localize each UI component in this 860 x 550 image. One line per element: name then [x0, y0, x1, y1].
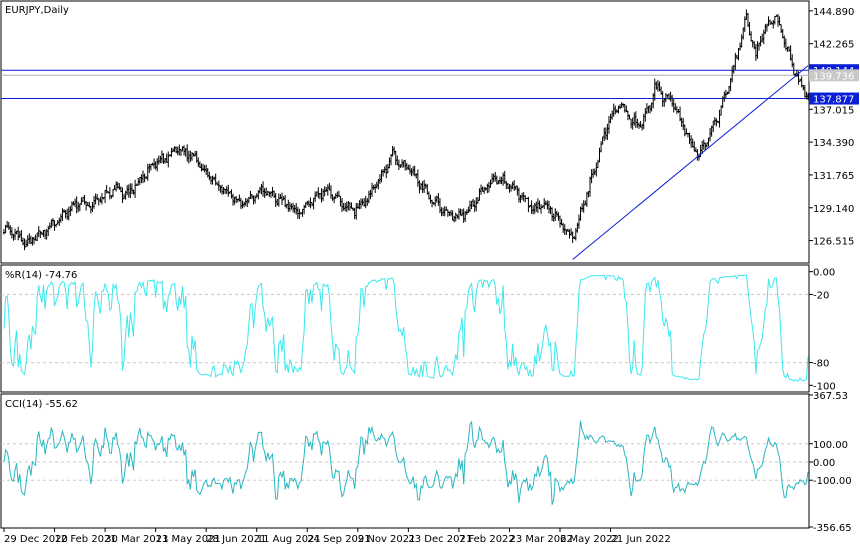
williams-r-pane[interactable]: %R(14) -74.76 0.00 -20 -80 -100: [0, 264, 836, 393]
price-tick-label: 134.390: [813, 138, 854, 149]
price-candles: [2, 9, 810, 251]
time-tick-label: 24 Sep 2021: [307, 534, 370, 545]
price-level-lines[interactable]: [1, 69, 809, 100]
williams-r-tick-label: -80: [813, 359, 829, 370]
price-pane[interactable]: EURJPY,Daily 144.890142.265139.735137.01…: [0, 0, 859, 264]
price-tick-label: 137.015: [813, 105, 854, 116]
cci-tick-label: 0.00: [813, 458, 835, 469]
price-level-badge: 137.877: [809, 92, 859, 106]
time-tick-label: 28 Jun 2021: [206, 534, 266, 545]
price-tick-label: 144.890: [813, 7, 854, 18]
price-level-label: 139.736: [813, 71, 854, 82]
cci-pane[interactable]: CCI(14) -55.62 367.53 100.00 0.00 -100.00 -3…: [0, 391, 852, 534]
trendline[interactable]: [572, 65, 809, 260]
price-tick-label: 129.140: [813, 204, 854, 215]
williams-r-levels: [1, 293, 809, 364]
time-tick-label: 11 Aug 2021: [257, 534, 321, 545]
cci-tick-label: 367.53: [813, 391, 848, 402]
cci-tick-label: 100.00: [813, 440, 848, 451]
time-tick-label: 12 Feb 2021: [55, 534, 117, 545]
williams-r-line: [3, 274, 809, 382]
cci-tick-label: -356.65: [813, 523, 852, 534]
cci-levels: [1, 443, 809, 481]
price-tick-label: 142.265: [813, 40, 854, 51]
williams-r-axis: 0.00 -20 -80 -100: [809, 268, 836, 392]
time-tick-label: 13 May 2021: [156, 534, 221, 545]
time-tick-label: 6 May 2022: [560, 534, 619, 545]
time-tick-label: 21 Jun 2022: [611, 534, 671, 545]
williams-r-tick-label: -100: [813, 381, 836, 392]
williams-r-tick-label: 0.00: [813, 268, 835, 279]
time-tick-label: 7 Feb 2022: [459, 534, 515, 545]
time-tick-label: 23 Dec 2021: [408, 534, 472, 545]
cci-tick-label: -100.00: [813, 476, 852, 487]
williams-r-title: %R(14) -74.76: [5, 270, 77, 281]
time-tick-label: 30 Mar 2021: [105, 534, 168, 545]
time-tick-label: 9 Nov 2021: [358, 534, 416, 545]
price-tick-label: 131.765: [813, 171, 854, 182]
time-tick-label: 23 Mar 2022: [509, 534, 572, 545]
cci-axis: 367.53 100.00 0.00 -100.00 -356.65: [809, 391, 852, 534]
williams-r-tick-label: -20: [813, 290, 829, 301]
price-level-badge: 139.736: [809, 69, 859, 82]
price-tick-label: 126.515: [813, 237, 854, 248]
price-level-label: 137.877: [813, 95, 854, 106]
cci-line: [3, 420, 809, 505]
cci-title: CCI(14) -55.62: [5, 399, 78, 410]
chart-title: EURJPY,Daily: [5, 5, 69, 16]
time-tick-label: 29 Dec 2020: [4, 534, 68, 545]
